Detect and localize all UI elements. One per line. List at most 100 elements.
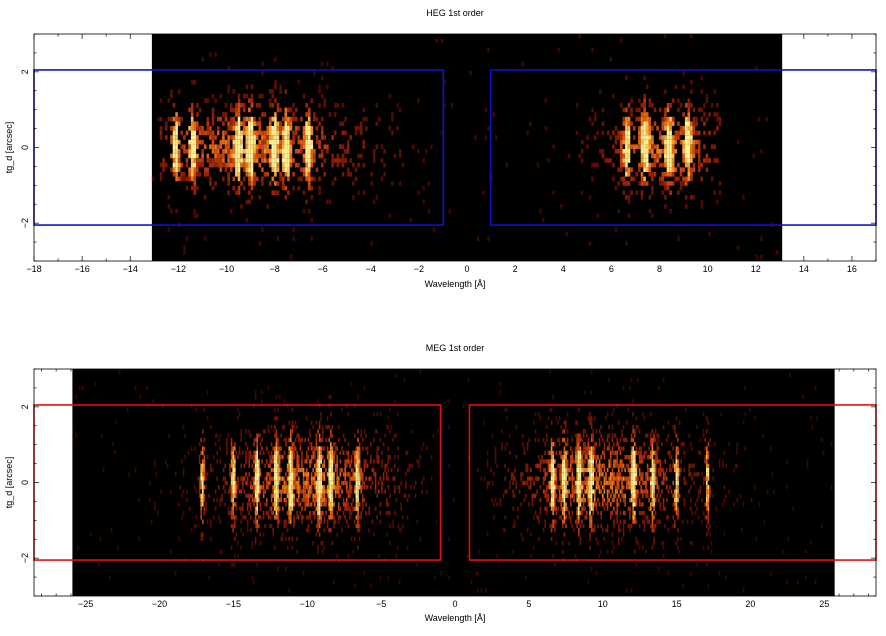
count-pixel	[338, 485, 340, 490]
count-pixel	[330, 506, 332, 511]
count-pixel	[627, 463, 630, 468]
count-pixel	[277, 485, 279, 490]
count-pixel	[684, 139, 688, 145]
count-pixel	[237, 126, 241, 131]
count-pixel	[314, 476, 316, 481]
count-pixel	[683, 476, 686, 481]
count-pixel	[193, 135, 197, 140]
count-pixel	[690, 135, 693, 140]
count-pixel	[288, 536, 290, 541]
count-pixel	[718, 116, 722, 122]
count-pixel	[578, 485, 580, 490]
count-pixel	[354, 584, 356, 589]
count-pixel	[302, 135, 306, 140]
count-pixel	[554, 476, 556, 481]
count-pixel	[112, 442, 114, 447]
count-pixel	[330, 394, 332, 400]
count-pixel	[177, 149, 181, 154]
count-pixel	[72, 437, 74, 443]
count-pixel	[630, 472, 633, 477]
count-pixel	[608, 446, 610, 451]
count-pixel	[382, 476, 385, 481]
count-pixel	[310, 158, 314, 163]
count-pixel	[286, 510, 289, 516]
count-pixel	[315, 467, 318, 473]
count-pixel	[336, 162, 340, 168]
heg-y-axis: −202	[20, 33, 876, 262]
count-pixel	[253, 130, 256, 136]
count-pixel	[616, 510, 618, 516]
count-pixel	[638, 545, 641, 550]
count-pixel	[677, 515, 679, 520]
count-pixel	[658, 181, 662, 186]
count-pixel	[338, 437, 340, 443]
count-pixel	[357, 485, 359, 490]
count-pixel	[787, 536, 790, 541]
count-pixel	[219, 433, 222, 438]
count-pixel	[293, 493, 295, 498]
count-pixel	[250, 167, 254, 172]
count-pixel	[643, 130, 646, 136]
count-pixel	[606, 446, 609, 451]
count-pixel	[250, 185, 254, 191]
count-pixel	[627, 121, 631, 126]
count-pixel	[322, 498, 324, 503]
count-pixel	[558, 515, 561, 520]
count-pixel	[646, 472, 649, 477]
count-pixel	[210, 463, 212, 468]
count-pixel	[584, 450, 586, 455]
count-pixel	[634, 472, 636, 477]
count-pixel	[242, 476, 244, 481]
count-pixel	[487, 47, 490, 53]
count-pixel	[253, 153, 256, 159]
count-pixel	[547, 450, 550, 455]
count-pixel	[175, 144, 178, 149]
count-pixel	[706, 463, 708, 468]
count-pixel	[675, 498, 678, 503]
count-pixel	[675, 472, 678, 477]
count-pixel	[574, 446, 577, 451]
count-pixel	[646, 433, 649, 438]
count-pixel	[318, 450, 321, 455]
count-pixel	[216, 144, 220, 149]
count-pixel	[494, 455, 497, 460]
count-pixel	[210, 519, 212, 524]
count-pixel	[334, 442, 337, 447]
count-pixel	[573, 498, 575, 503]
count-pixel	[326, 485, 329, 490]
count-pixel	[674, 498, 676, 503]
count-pixel	[170, 489, 172, 494]
count-pixel	[286, 463, 289, 468]
count-pixel	[626, 463, 628, 468]
count-pixel	[293, 424, 295, 430]
count-pixel	[302, 571, 305, 576]
count-pixel	[302, 144, 306, 149]
count-pixel	[416, 519, 418, 524]
count-pixel	[180, 162, 184, 168]
count-pixel	[562, 519, 564, 524]
count-pixel	[250, 172, 254, 177]
count-pixel	[250, 93, 254, 99]
count-pixel	[616, 515, 618, 520]
count-pixel	[313, 149, 316, 154]
count-pixel	[193, 176, 197, 182]
count-pixel	[646, 476, 649, 481]
count-pixel	[219, 549, 222, 554]
count-pixel	[262, 493, 265, 498]
count-pixel	[177, 121, 181, 126]
count-pixel	[722, 502, 724, 507]
count-pixel	[261, 390, 263, 395]
count-pixel	[638, 162, 641, 168]
count-pixel	[656, 153, 659, 159]
count-pixel	[763, 519, 766, 524]
count-pixel	[323, 515, 326, 520]
count-pixel	[749, 407, 751, 412]
count-pixel	[232, 493, 234, 498]
count-pixel	[234, 480, 236, 486]
count-pixel	[190, 158, 194, 163]
count-pixel	[290, 472, 292, 477]
count-pixel	[195, 523, 198, 529]
count-pixel	[318, 480, 321, 486]
count-pixel	[589, 459, 591, 464]
count-pixel	[563, 493, 566, 498]
